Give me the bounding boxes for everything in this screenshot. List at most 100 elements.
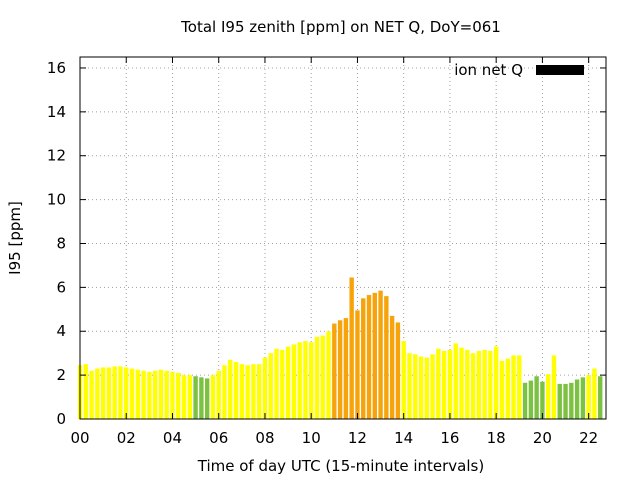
bar (343, 318, 349, 419)
x-tick-label: 04 (163, 429, 182, 447)
bar (216, 370, 221, 419)
bar (482, 349, 487, 419)
bar (233, 361, 239, 419)
bar (181, 375, 187, 419)
bar (476, 350, 482, 419)
bar (586, 375, 591, 419)
bar (418, 356, 424, 419)
bar (459, 347, 464, 419)
bar (505, 358, 510, 419)
y-tick-label: 16 (47, 59, 66, 77)
bar (493, 346, 499, 419)
bar (355, 310, 360, 419)
bar (147, 371, 152, 419)
x-tick-label: 20 (533, 429, 552, 447)
bar (280, 349, 285, 419)
bar (441, 350, 447, 419)
bar (309, 342, 314, 419)
x-axis-label: Time of day UTC (15-minute intervals) (197, 457, 484, 475)
grid (80, 57, 606, 419)
bar (152, 370, 158, 419)
legend-swatch (536, 65, 584, 75)
bar (199, 377, 204, 419)
x-tick-label: 18 (487, 429, 506, 447)
bar (118, 366, 123, 419)
x-tick-label: 00 (70, 429, 89, 447)
bar (164, 370, 169, 419)
y-axis-label: I95 [ppm] (6, 201, 24, 275)
bar (592, 368, 597, 419)
bar (135, 369, 140, 419)
bar (534, 376, 539, 419)
bar (511, 355, 516, 419)
bar (407, 353, 412, 419)
bar (453, 343, 458, 419)
bar (314, 336, 320, 419)
bar (551, 355, 557, 419)
bar (256, 364, 262, 419)
bar (285, 346, 291, 419)
bar (424, 357, 430, 419)
bar (89, 370, 94, 419)
bar (598, 376, 603, 419)
bar (395, 322, 401, 419)
bar (332, 323, 337, 419)
bar (193, 376, 198, 419)
plot-frame (79, 56, 607, 420)
x-tick-label: 06 (209, 429, 228, 447)
bar (517, 355, 522, 419)
bar (540, 381, 545, 419)
bar (291, 344, 297, 419)
bar (465, 349, 470, 419)
bar (239, 364, 245, 419)
bar (141, 370, 146, 419)
x-tick-label: 02 (117, 429, 136, 447)
bars (77, 277, 603, 419)
bar (326, 331, 331, 419)
legend: ion net Q (454, 61, 584, 79)
bar (95, 368, 100, 419)
bar (372, 292, 377, 419)
bar (384, 296, 389, 419)
bar (268, 353, 273, 419)
x-tick-label: 10 (302, 429, 321, 447)
bar (401, 341, 406, 419)
bar (228, 359, 233, 419)
bar (574, 379, 580, 419)
bar (337, 320, 343, 419)
x-tick-label: 12 (348, 429, 367, 447)
bar (112, 366, 117, 419)
bar (488, 350, 493, 419)
y-tick-label: 6 (56, 278, 66, 296)
chart-title: Total I95 zenith [ppm] on NET Q, DoY=061 (180, 18, 501, 36)
x-tick-label: 22 (579, 429, 598, 447)
bar (262, 357, 268, 419)
bar (522, 382, 528, 419)
bar (320, 335, 325, 419)
x-tick-label: 14 (394, 429, 413, 447)
bar (204, 378, 210, 419)
bar (303, 341, 308, 419)
legend-label: ion net Q (454, 61, 523, 79)
bar (436, 348, 441, 419)
bar (580, 377, 586, 419)
x-tick-labels: 00 02 04 06 08 10 12 14 16 18 20 22 (70, 429, 598, 447)
bar (563, 383, 568, 419)
bar (210, 375, 216, 419)
bar (187, 375, 193, 419)
y-tick-label: 14 (47, 103, 66, 121)
bar (170, 371, 175, 419)
y-tick-label: 2 (56, 366, 66, 384)
y-tick-label: 0 (56, 410, 66, 428)
bar (470, 353, 476, 419)
x-tick-label: 08 (255, 429, 274, 447)
bar (361, 298, 366, 419)
bar (106, 367, 112, 419)
bar (430, 354, 435, 419)
bar (222, 365, 227, 419)
bar (129, 368, 135, 419)
bar (251, 364, 256, 419)
bar (176, 372, 181, 419)
bar (158, 369, 164, 419)
